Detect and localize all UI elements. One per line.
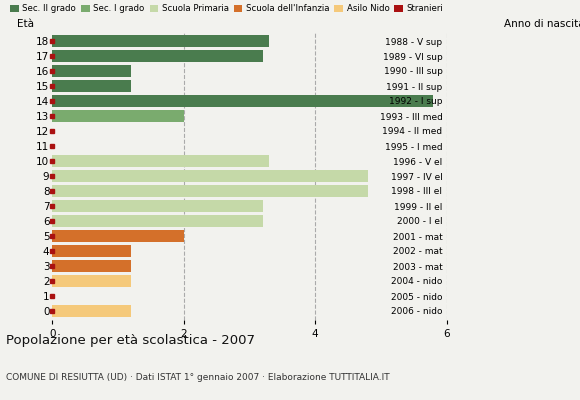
Bar	[52, 215, 263, 227]
Bar	[52, 200, 263, 212]
Bar	[52, 65, 131, 77]
Text: Popolazione per età scolastica - 2007: Popolazione per età scolastica - 2007	[6, 334, 255, 347]
Bar	[52, 155, 269, 167]
Text: Età: Età	[17, 19, 34, 29]
Text: Anno di nascita: Anno di nascita	[504, 19, 580, 29]
Text: COMUNE DI RESIUTTA (UD) · Dati ISTAT 1° gennaio 2007 · Elaborazione TUTTITALIA.I: COMUNE DI RESIUTTA (UD) · Dati ISTAT 1° …	[6, 373, 389, 382]
Bar	[52, 95, 433, 107]
Bar	[52, 275, 131, 287]
Bar	[52, 35, 269, 47]
Bar	[52, 80, 131, 92]
Bar	[52, 50, 263, 62]
Bar	[52, 110, 184, 122]
Bar	[52, 305, 131, 317]
Bar	[52, 230, 184, 242]
Bar	[52, 185, 368, 197]
Bar	[52, 260, 131, 272]
Legend: Sec. II grado, Sec. I grado, Scuola Primaria, Scuola dell'Infanzia, Asilo Nido, : Sec. II grado, Sec. I grado, Scuola Prim…	[10, 4, 443, 13]
Bar	[52, 245, 131, 257]
Bar	[52, 170, 368, 182]
